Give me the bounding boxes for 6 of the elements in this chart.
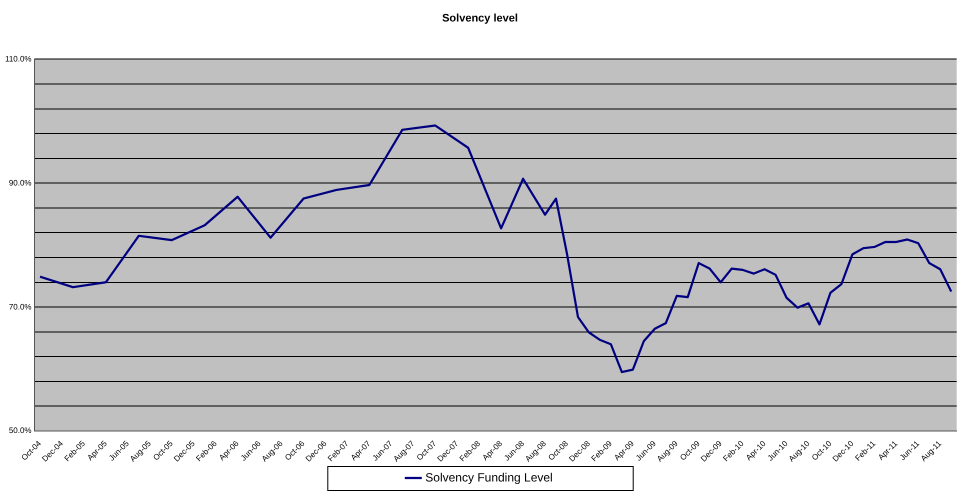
y-tick-label: 110.0% — [4, 54, 32, 64]
legend-label: Solvency Funding Level — [425, 470, 553, 484]
y-tick-label: 50.0% — [8, 426, 32, 436]
y-tick-label: 90.0% — [8, 178, 32, 188]
y-tick-label: 70.0% — [8, 302, 32, 312]
chart-title: Solvency level — [442, 12, 518, 25]
